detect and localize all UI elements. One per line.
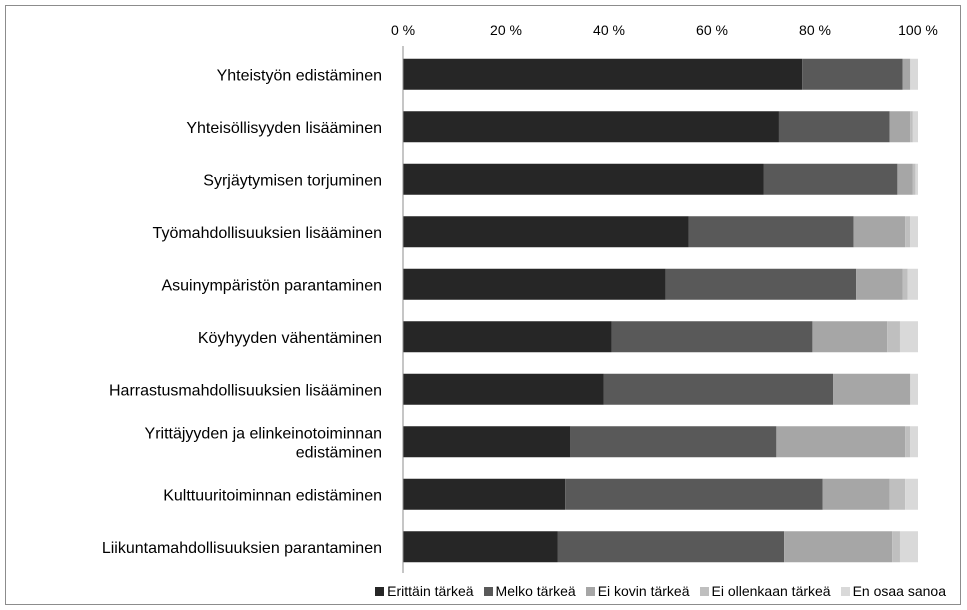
category-label: Kulttuuritoiminnan edistäminen	[163, 487, 382, 504]
category-labels: Yhteistyön edistäminen Yhteisöllisyyden l…	[102, 67, 382, 557]
bar-segment	[899, 321, 918, 353]
bar-segment	[403, 111, 779, 143]
bar-segment	[570, 426, 777, 458]
legend-swatch	[840, 586, 850, 596]
category-label: edistäminen	[296, 444, 382, 461]
legend-swatch	[699, 586, 709, 596]
bar-segment	[611, 321, 813, 353]
legend-item: En osaa sanoa	[840, 583, 946, 599]
bar-segment	[905, 478, 918, 510]
bar-segment	[565, 478, 823, 510]
bar-segment	[897, 163, 913, 195]
bar-segment	[403, 373, 604, 405]
bar-segment	[902, 268, 908, 300]
legend-label: Erittäin tärkeä	[387, 583, 474, 599]
bar-segment	[403, 478, 566, 510]
category-label: Työmahdollisuuksien lisääminen	[153, 225, 382, 242]
category-label: Köyhyyden vähentäminen	[198, 330, 382, 347]
bar-segment	[910, 111, 913, 143]
legend-swatch	[483, 586, 493, 596]
legend-item: Erittäin tärkeä	[375, 583, 474, 599]
legend-label: Melko tärkeä	[495, 583, 576, 599]
category-label: Yrittäjyyden ja elinkeinotoiminnan	[145, 425, 382, 442]
bar-segment	[403, 531, 558, 563]
bar-segment	[403, 268, 666, 300]
bar-segment	[887, 321, 900, 353]
bar-segment	[889, 111, 911, 143]
bar-segment	[833, 373, 911, 405]
legend-label: Ei kovin tärkeä	[597, 583, 690, 599]
bar-segment	[912, 163, 916, 195]
legend-item: Ei kovin tärkeä	[585, 583, 690, 599]
category-label: Liikuntamahdollisuuksien parantaminen	[102, 540, 382, 557]
bar-segment	[403, 216, 689, 248]
bar-segment	[905, 216, 911, 248]
bar-segment	[403, 321, 612, 353]
bar-segment	[403, 58, 803, 90]
bars	[403, 58, 918, 563]
bar-segment	[763, 163, 898, 195]
bar-segment	[853, 216, 906, 248]
bar-segment	[856, 268, 903, 300]
x-tick-label: 80 %	[799, 22, 831, 38]
bar-segment	[889, 478, 906, 510]
legend-item: Melko tärkeä	[483, 583, 576, 599]
bar-segment	[665, 268, 857, 300]
stacked-bar-chart: 0 % 20 % 40 % 60 % 80 % 100 % Yhteistyön edis…	[102, 22, 938, 573]
bar-segment	[915, 163, 918, 195]
bar-segment	[902, 58, 911, 90]
category-label: Syrjäytymisen torjuminen	[203, 172, 382, 189]
bar-segment	[778, 111, 890, 143]
bar-segment	[892, 531, 900, 563]
bar-segment	[910, 426, 918, 458]
x-tick-label: 40 %	[593, 22, 625, 38]
bar-segment	[603, 373, 834, 405]
bar-segment	[899, 531, 918, 563]
legend-label: Ei ollenkaan tärkeä	[711, 583, 831, 599]
bar-segment	[910, 58, 918, 90]
bar-segment	[907, 268, 918, 300]
chart-frame: 0 % 20 % 40 % 60 % 80 % 100 % Yhteistyön edis…	[5, 5, 961, 605]
bar-segment	[403, 163, 764, 195]
x-axis-ticks: 0 % 20 % 40 % 60 % 80 % 100 %	[391, 22, 938, 38]
bar-segment	[905, 426, 911, 458]
bar-segment	[910, 216, 918, 248]
category-label: Asuinympäristön parantaminen	[161, 277, 382, 294]
legend-item: Ei ollenkaan tärkeä	[699, 583, 831, 599]
bar-segment	[802, 58, 903, 90]
category-label: Harrastusmahdollisuuksien lisääminen	[109, 382, 382, 399]
bar-segment	[784, 531, 893, 563]
bar-segment	[776, 426, 906, 458]
bar-segment	[812, 321, 888, 353]
x-tick-label: 60 %	[696, 22, 728, 38]
x-tick-label: 100 %	[898, 22, 938, 38]
bar-segment	[910, 373, 918, 405]
bar-segment	[822, 478, 890, 510]
x-tick-label: 20 %	[490, 22, 522, 38]
x-tick-label: 0 %	[391, 22, 415, 38]
legend-label: En osaa sanoa	[852, 583, 946, 599]
bar-segment	[403, 426, 571, 458]
bar-segment	[688, 216, 854, 248]
legend-swatch	[585, 586, 595, 596]
category-label: Yhteisöllisyyden lisääminen	[186, 120, 382, 137]
legend: Erittäin tärkeä Melko tärkeä Ei kovin tärk…	[6, 583, 946, 599]
legend-swatch	[375, 586, 385, 596]
category-label: Yhteistyön edistäminen	[217, 67, 382, 84]
bar-segment	[557, 531, 785, 563]
bar-segment	[912, 111, 918, 143]
